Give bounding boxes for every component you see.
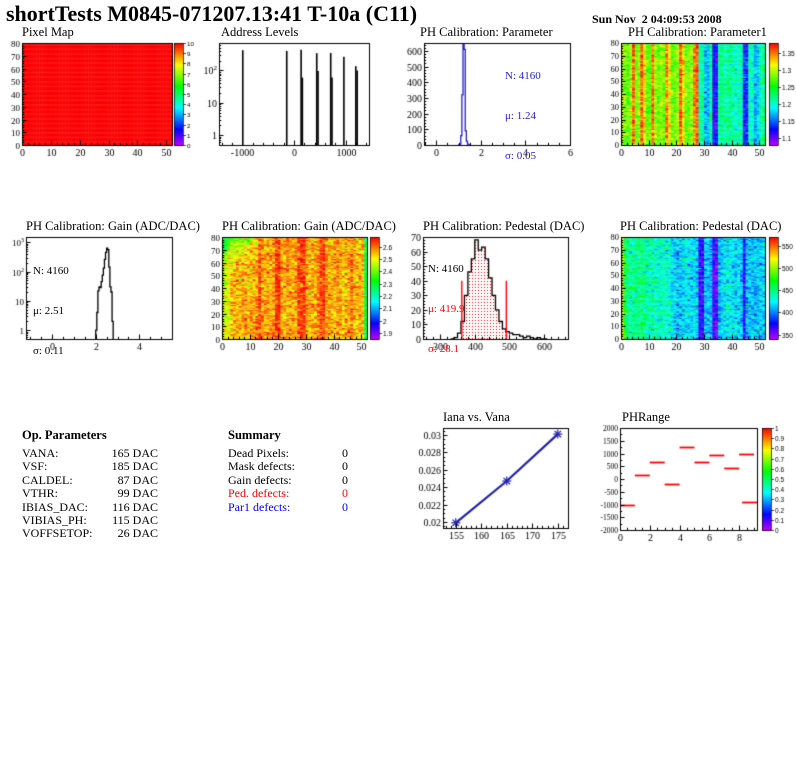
pedestal-stats: N: 4160 μ: 419.9 σ: 28.1 xyxy=(428,237,464,369)
ph-parameter1-title: PH Calibration: Parameter1 xyxy=(628,25,767,39)
param-value: 116 DAC xyxy=(112,499,158,514)
summary-label: Dead Pixels: xyxy=(228,446,289,460)
param-value: 165 DAC xyxy=(111,446,158,460)
summary-label: Ped. defects: xyxy=(228,486,290,501)
param-label: VTHR: xyxy=(22,486,58,501)
param-value: 26 DAC xyxy=(117,526,158,541)
summary-value: 0 xyxy=(342,486,348,501)
summary-label: Mask defects: xyxy=(228,459,295,474)
param-label: CALDEL: xyxy=(22,472,73,487)
op-parameters-block: Op. Parameters VANA: 165 DAC VSF: 185 DAC … xyxy=(22,428,158,541)
ph-parameter-title: PH Calibration: Parameter xyxy=(420,25,553,39)
stat-mean: μ: 419.9 xyxy=(428,303,465,316)
summary-value: 0 xyxy=(342,499,348,514)
summary-value: 0 xyxy=(342,446,348,460)
stat-sigma: σ: 0.11 xyxy=(33,344,64,357)
address-levels-title: Address Levels xyxy=(221,25,299,39)
ph-parameter1-chart xyxy=(610,39,796,161)
param-value: 99 DAC xyxy=(117,486,158,501)
stat-entries: N: 4160 xyxy=(428,263,464,276)
timestamp: Sun Nov 2 04:09:53 2008 xyxy=(592,12,722,26)
param-label: IBIAS_DAC: xyxy=(22,499,89,514)
pixel-map-chart xyxy=(10,39,200,161)
gain-hist-chart xyxy=(10,233,200,355)
param-row: VTHR: 99 DAC xyxy=(22,486,158,501)
param-label: VANA: xyxy=(22,446,59,460)
param-row: CALDEL: 87 DAC xyxy=(22,472,158,487)
ph-parameter-chart xyxy=(400,39,590,161)
param-value: 87 DAC xyxy=(117,472,158,487)
phrange-title: PHRange xyxy=(622,410,670,424)
stat-entries: N: 4160 xyxy=(33,265,69,278)
gain-map-title: PH Calibration: Gain (ADC/DAC) xyxy=(222,219,396,233)
gain-stats: N: 4160 μ: 2.51 σ: 0.11 xyxy=(33,239,69,371)
param-label: VSF: xyxy=(22,459,48,474)
stat-sigma: σ: 28.1 xyxy=(428,342,459,355)
summary-row: Dead Pixels: 0 xyxy=(228,446,348,460)
summary-value: 0 xyxy=(342,472,348,487)
param-row: VOFFSETOP: 26 DAC xyxy=(22,526,158,541)
gain-hist-title: PH Calibration: Gain (ADC/DAC) xyxy=(26,219,200,233)
param-label: VOFFSETOP: xyxy=(22,526,93,541)
summary-label: Par1 defects: xyxy=(228,499,291,514)
pedestal-map-title: PH Calibration: Pedestal (DAC) xyxy=(620,219,782,233)
param-row: IBIAS_DAC: 116 DAC xyxy=(22,499,158,514)
stat-sigma: σ: 0.05 xyxy=(505,149,536,162)
stat-mean: μ: 1.24 xyxy=(505,110,536,123)
summary-row: Mask defects: 0 xyxy=(228,459,348,474)
pedestal-hist-chart xyxy=(400,233,590,355)
param-row: VSF: 185 DAC xyxy=(22,459,158,474)
stat-entries: N: 4160 xyxy=(505,70,541,83)
gain-map-chart xyxy=(199,233,395,355)
summary-row: Ped. defects: 0 xyxy=(228,486,348,501)
page-title: shortTests M0845-071207.13:41 T-10a (C11… xyxy=(6,1,418,26)
pedestal-map-chart xyxy=(610,233,796,355)
param-row: VIBIAS_PH: 115 DAC xyxy=(22,513,158,528)
iana-vs-vana-title: Iana vs. Vana xyxy=(443,410,510,424)
param-label: VIBIAS_PH: xyxy=(22,513,87,528)
iana-vs-vana-chart xyxy=(408,424,590,544)
summary-block: Summary Dead Pixels: 0 Mask defects: 0 Gai… xyxy=(228,428,348,514)
stat-mean: μ: 2.51 xyxy=(33,305,64,318)
summary-value: 0 xyxy=(342,459,348,474)
param-row: VANA: 165 DAC xyxy=(22,446,158,460)
pedestal-hist-title: PH Calibration: Pedestal (DAC) xyxy=(423,219,585,233)
param-value: 185 DAC xyxy=(111,459,158,474)
summary-title: Summary xyxy=(228,428,281,442)
phrange-chart xyxy=(600,424,796,544)
pixel-map-title: Pixel Map xyxy=(22,25,74,39)
address-levels-chart xyxy=(199,39,395,161)
summary-row: Par1 defects: 0 xyxy=(228,499,348,514)
op-parameters-title: Op. Parameters xyxy=(22,428,107,442)
param-value: 115 DAC xyxy=(112,513,158,528)
summary-label: Gain defects: xyxy=(228,472,292,487)
summary-row: Gain defects: 0 xyxy=(228,472,348,487)
parameter-stats: N: 4160 μ: 1.24 σ: 0.05 xyxy=(505,44,541,176)
